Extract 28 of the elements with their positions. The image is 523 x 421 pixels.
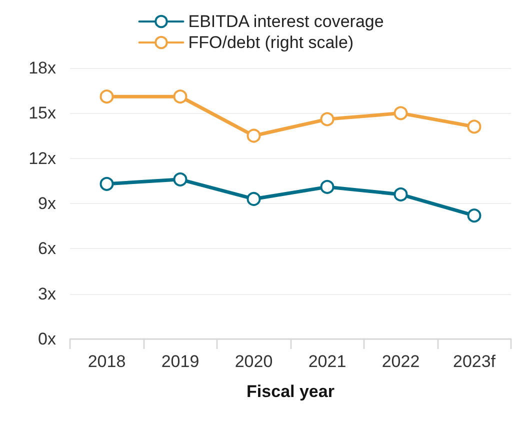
y-tick-label: 15x (28, 104, 56, 123)
x-tick-label: 2020 (234, 352, 273, 371)
point (320, 112, 334, 126)
point (246, 192, 261, 206)
x-tick-label: 2019 (161, 352, 200, 371)
x-tick-label: 2023f (452, 352, 496, 371)
legend-label: EBITDA interest coverage (188, 12, 384, 31)
point (100, 90, 114, 104)
x-tick-label: 2022 (382, 352, 420, 371)
x-axis-title: Fiscal year (246, 382, 335, 401)
point (173, 90, 188, 104)
point (467, 120, 482, 134)
point (394, 106, 408, 120)
point (467, 208, 482, 223)
point (394, 187, 408, 202)
y-tick-label: 3x (38, 284, 56, 304)
legend-label: FFO/debt (right scale) (188, 33, 354, 52)
y-tick-label: 12x (28, 148, 56, 168)
point (320, 180, 334, 194)
point (173, 172, 188, 186)
y-tick-label: 18x (28, 58, 56, 78)
point (246, 128, 261, 143)
y-tick-label: 9x (38, 194, 56, 213)
y-tick-label: 0x (38, 330, 56, 348)
x-tick-label: 2021 (308, 352, 346, 371)
point (100, 176, 114, 191)
y-tick-label: 6x (38, 239, 56, 258)
x-tick-label: 2018 (88, 352, 126, 371)
